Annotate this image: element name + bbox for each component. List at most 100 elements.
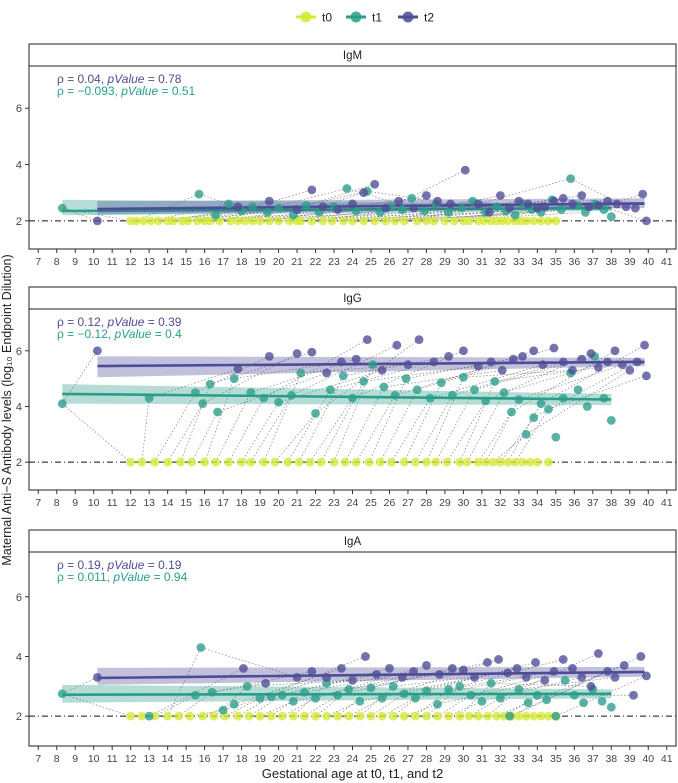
data-point bbox=[586, 681, 596, 691]
data-point bbox=[368, 360, 378, 370]
confidence-band-t1 bbox=[62, 384, 612, 406]
data-point bbox=[386, 457, 396, 467]
data-point bbox=[372, 669, 381, 679]
y-tick-label: 2 bbox=[16, 711, 22, 723]
x-tick-label: 34 bbox=[532, 753, 544, 765]
data-point bbox=[422, 661, 431, 670]
x-tick-label: 31 bbox=[476, 753, 488, 765]
x-tick-label: 20 bbox=[273, 753, 285, 765]
x-tick-label: 8 bbox=[54, 497, 60, 509]
series-t1 bbox=[57, 351, 616, 442]
data-point bbox=[521, 429, 531, 439]
data-point bbox=[551, 711, 561, 721]
data-point bbox=[532, 690, 542, 700]
data-point bbox=[325, 385, 335, 395]
data-point bbox=[392, 340, 402, 350]
data-point bbox=[187, 457, 197, 467]
data-point bbox=[287, 390, 296, 400]
x-tick-label: 40 bbox=[642, 497, 654, 509]
x-tick-label: 23 bbox=[328, 753, 340, 765]
data-point bbox=[274, 397, 283, 407]
x-tick-label: 28 bbox=[421, 256, 433, 268]
x-tick-label: 41 bbox=[661, 753, 673, 765]
data-point bbox=[92, 346, 102, 356]
data-point bbox=[255, 711, 265, 721]
x-tick-label: 41 bbox=[661, 256, 673, 268]
data-point bbox=[207, 687, 217, 697]
data-point bbox=[190, 388, 200, 397]
data-point bbox=[433, 196, 442, 206]
data-point bbox=[442, 457, 452, 467]
x-tick-label: 25 bbox=[365, 753, 377, 765]
data-point bbox=[311, 693, 320, 703]
x-tick-label: 25 bbox=[365, 256, 377, 268]
data-point bbox=[606, 415, 616, 425]
data-point bbox=[630, 203, 640, 213]
panel-title: IgG bbox=[343, 293, 362, 305]
x-tick-label: 35 bbox=[550, 753, 562, 765]
data-point bbox=[209, 711, 219, 721]
data-point bbox=[632, 357, 642, 367]
data-point bbox=[283, 457, 293, 467]
data-point bbox=[642, 671, 651, 681]
x-tick-label: 33 bbox=[513, 497, 525, 509]
y-tick-label: 4 bbox=[16, 401, 22, 413]
data-point bbox=[370, 216, 380, 226]
data-point bbox=[629, 690, 638, 700]
data-point bbox=[447, 390, 457, 400]
data-point bbox=[344, 684, 354, 694]
data-point bbox=[277, 690, 287, 700]
data-point bbox=[205, 216, 215, 226]
x-tick-label: 37 bbox=[587, 753, 599, 765]
x-tick-label: 31 bbox=[476, 256, 488, 268]
data-point bbox=[625, 365, 635, 375]
data-point bbox=[610, 672, 620, 682]
data-point bbox=[464, 216, 474, 226]
legend-item-t1: t1 bbox=[346, 8, 382, 26]
data-point bbox=[481, 457, 490, 467]
connector-line bbox=[197, 183, 375, 222]
data-point bbox=[300, 687, 309, 697]
x-tick-label: 36 bbox=[568, 497, 580, 509]
x-tick-label: 7 bbox=[35, 497, 41, 509]
x-tick-label: 11 bbox=[107, 256, 118, 268]
legend-label: t0 bbox=[322, 11, 332, 25]
x-axis-label: Gestational age at t0, t1, and t2 bbox=[262, 766, 443, 781]
x-tick-label: 40 bbox=[642, 753, 654, 765]
data-point bbox=[584, 202, 594, 212]
data-point bbox=[163, 711, 173, 721]
data-point bbox=[514, 684, 524, 694]
legend-label: t1 bbox=[372, 11, 382, 25]
data-point bbox=[307, 347, 317, 357]
data-point bbox=[398, 672, 407, 682]
x-tick-label: 30 bbox=[458, 256, 470, 268]
data-point bbox=[540, 675, 550, 685]
y-tick-label: 6 bbox=[16, 592, 22, 604]
legend-item-t0: t0 bbox=[296, 8, 332, 26]
data-point bbox=[425, 393, 435, 403]
legend-dot bbox=[300, 11, 312, 23]
data-point bbox=[549, 666, 559, 676]
series-t1 bbox=[57, 174, 616, 222]
data-point bbox=[361, 652, 370, 661]
data-point bbox=[503, 668, 513, 678]
data-point bbox=[521, 711, 531, 721]
data-point bbox=[621, 202, 631, 212]
data-point bbox=[414, 335, 424, 345]
legend-dot bbox=[402, 11, 414, 23]
x-tick-label: 22 bbox=[310, 497, 322, 509]
data-point bbox=[144, 711, 154, 721]
data-point bbox=[211, 210, 221, 220]
data-point bbox=[610, 346, 620, 356]
data-point bbox=[163, 457, 173, 467]
data-point bbox=[577, 354, 587, 364]
series-t2 bbox=[92, 335, 651, 381]
data-point bbox=[340, 457, 350, 467]
data-point bbox=[444, 684, 454, 694]
data-point bbox=[403, 360, 413, 370]
data-point bbox=[597, 696, 607, 706]
data-point bbox=[577, 672, 587, 682]
data-point bbox=[355, 696, 365, 706]
x-tick-label: 16 bbox=[199, 753, 211, 765]
